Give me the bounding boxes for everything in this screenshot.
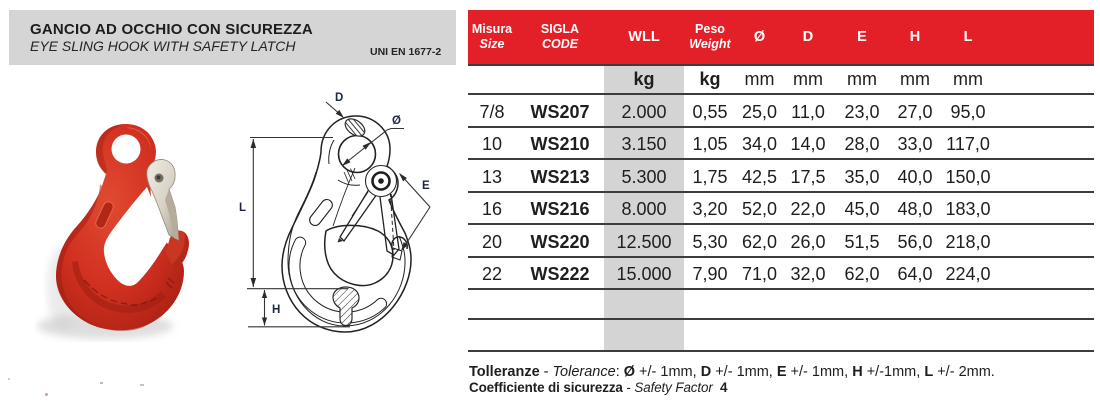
svg-text:E: E [422, 180, 430, 192]
svg-text:D: D [335, 92, 343, 104]
svg-text:H: H [272, 304, 280, 316]
svg-text:L: L [239, 202, 246, 214]
svg-text:Ø: Ø [392, 115, 401, 127]
